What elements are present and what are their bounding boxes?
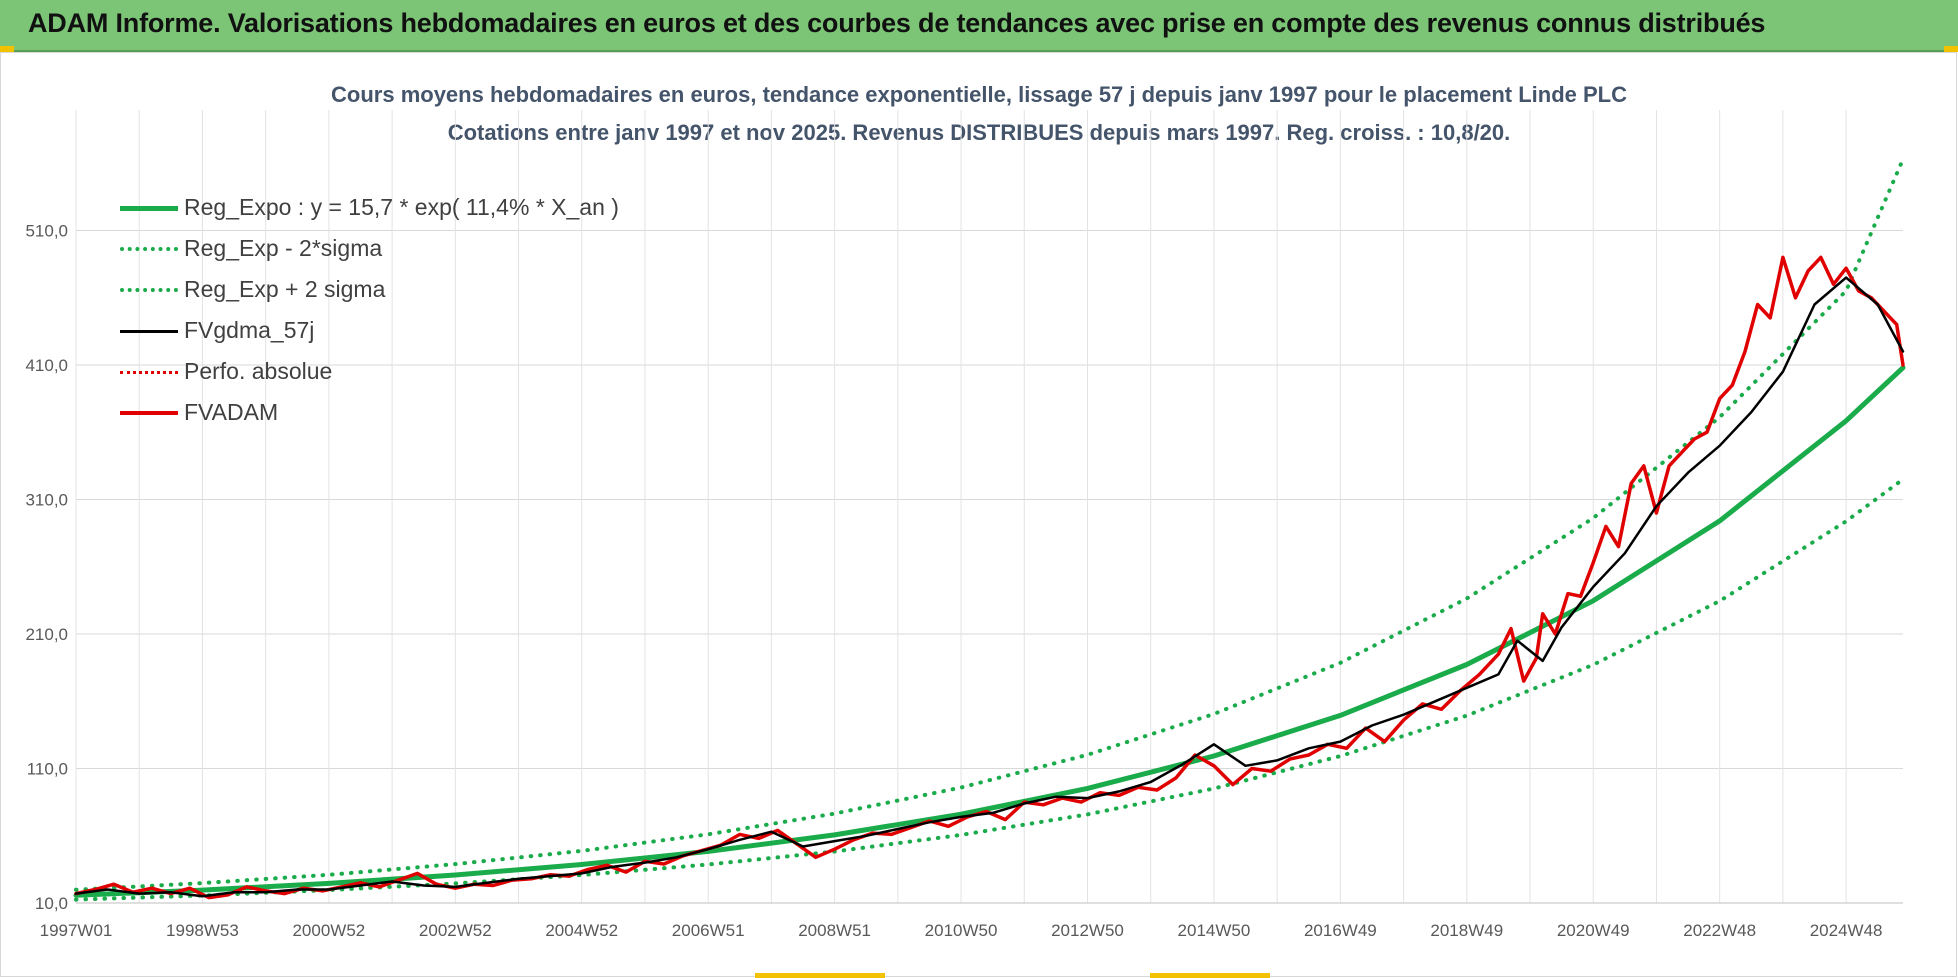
bottom-accent-left xyxy=(755,973,885,978)
x-tick-label: 2008W51 xyxy=(798,921,871,940)
series-fvadam xyxy=(74,255,1905,900)
legend-label: Reg_Expo : y = 15,7 * exp( 11,4% * X_an … xyxy=(184,194,619,220)
x-tick-label: 2000W52 xyxy=(292,921,365,940)
banner-corner-left xyxy=(0,46,14,52)
legend-swatch xyxy=(120,288,178,292)
x-tick-label: 2018W49 xyxy=(1430,921,1503,940)
chart-title: Cours moyens hebdomadaires en euros, ten… xyxy=(331,82,1627,107)
chart-axes: 10,0 110,0 210,0 310,0 410,0 510,0 1997W01 1998… xyxy=(25,222,1903,940)
legend-swatch xyxy=(120,247,178,251)
banner-corner-right xyxy=(1944,46,1958,52)
legend-label: FVgdma_57j xyxy=(184,317,315,343)
x-tick-label: 2004W52 xyxy=(545,921,618,940)
report-banner: ADAM Informe. Valorisations hebdomadaire… xyxy=(0,0,1958,52)
series-fvgdma-57j xyxy=(74,276,1905,898)
series-reg-minus-2sigma xyxy=(74,477,1905,902)
legend-swatch xyxy=(120,206,178,211)
y-tick-label: 210,0 xyxy=(25,625,68,644)
x-tick-label: 1997W01 xyxy=(40,921,113,940)
y-tick-label: 410,0 xyxy=(25,356,68,375)
legend-label: FVADAM xyxy=(184,399,279,425)
legend-swatch xyxy=(120,371,178,374)
x-tick-label: 2002W52 xyxy=(419,921,492,940)
legend-swatch xyxy=(120,330,178,333)
x-tick-label: 2016W49 xyxy=(1304,921,1377,940)
x-tick-label: 2022W48 xyxy=(1683,921,1756,940)
legend-swatch xyxy=(120,411,178,415)
legend-label: Perfo. absolue xyxy=(184,358,333,384)
series-reg-expo xyxy=(73,365,1906,898)
series-reg-plus-2sigma xyxy=(74,157,1905,892)
chart-subtitle: Cotations entre janv 1997 et nov 2025. R… xyxy=(447,120,1511,145)
y-tick-label: 110,0 xyxy=(27,760,68,779)
chart-series xyxy=(73,157,1906,902)
chart-grid xyxy=(75,110,1903,904)
x-tick-label: 2012W50 xyxy=(1051,921,1124,940)
report-title: ADAM Informe. Valorisations hebdomadaire… xyxy=(28,8,1766,38)
x-tick-label: 1998W53 xyxy=(166,921,239,940)
y-tick-label: 10,0 xyxy=(35,894,68,913)
y-tick-label: 510,0 xyxy=(25,222,68,241)
x-tick-label: 2024W48 xyxy=(1810,921,1883,940)
x-tick-label: 2010W50 xyxy=(925,921,998,940)
x-tick-label: 2006W51 xyxy=(672,921,745,940)
x-tick-label: 2014W50 xyxy=(1178,921,1251,940)
legend-label: Reg_Exp + 2 sigma xyxy=(184,276,386,302)
chart-frame xyxy=(0,52,1957,977)
x-tick-label: 2020W49 xyxy=(1557,921,1630,940)
bottom-accent-right xyxy=(1150,973,1270,978)
legend-label: Reg_Exp - 2*sigma xyxy=(184,235,383,261)
y-tick-label: 310,0 xyxy=(25,491,68,510)
